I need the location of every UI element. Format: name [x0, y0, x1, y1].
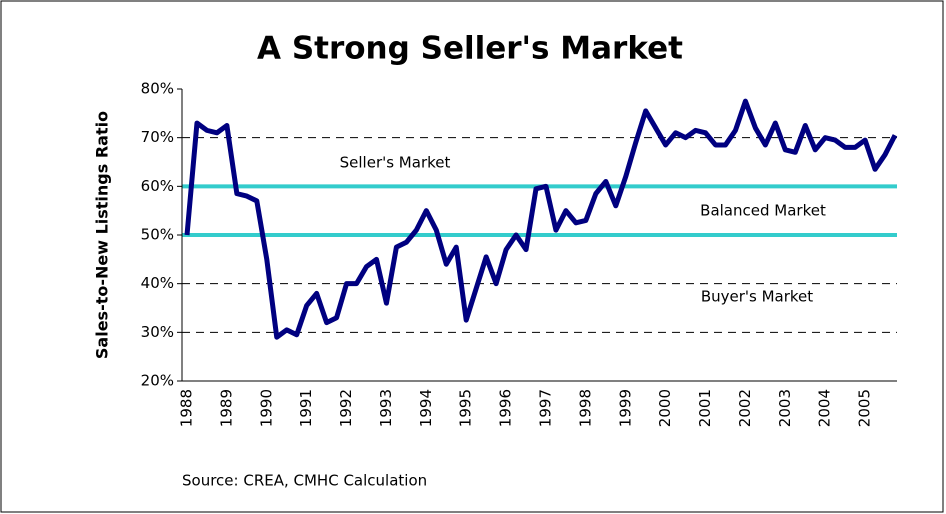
x-tick-label: 1994 [417, 389, 435, 427]
x-tick-label: 1997 [536, 389, 554, 427]
source: Source: CREA, CMHC Calculation [182, 472, 427, 490]
x-tick-label: 2002 [736, 389, 754, 427]
y-tick-label: 40% [141, 274, 174, 292]
x-tick-label: 1992 [337, 389, 355, 427]
x-tick-label: 1991 [297, 389, 315, 427]
y-tick-label: 30% [141, 323, 174, 341]
y-tick-label: 50% [141, 226, 174, 244]
y-tick-label: 80% [141, 80, 174, 98]
y-tick-label: 70% [141, 128, 174, 146]
y-tick-label: 20% [141, 372, 174, 390]
x-tick-label: 1998 [576, 389, 594, 427]
annotation: Balanced Market [700, 202, 826, 220]
x-tick-label: 2000 [656, 389, 674, 427]
x-tick-label: 1995 [457, 389, 475, 427]
annotation: Seller's Market [340, 154, 451, 172]
x-tick-label: 1990 [257, 389, 275, 427]
chart-title: A Strong Seller's Market [257, 31, 683, 67]
x-tick-label: 2003 [776, 389, 794, 427]
x-tick-label: 2001 [696, 389, 714, 427]
y-tick-label: 60% [141, 177, 174, 195]
x-tick-label: 1988 [178, 389, 196, 427]
x-tick-label: 1989 [217, 389, 235, 427]
x-tick-label: 1996 [497, 389, 515, 427]
x-tick-label: 1993 [377, 389, 395, 427]
annotation: Buyer's Market [701, 288, 813, 306]
y-axis-label: Sales-to-New Listings Ratio [93, 111, 112, 359]
x-tick-label: 2004 [816, 389, 834, 427]
x-tick-label: 1999 [616, 389, 634, 427]
series-line [184, 98, 898, 340]
x-tick-label: 2005 [856, 389, 874, 427]
